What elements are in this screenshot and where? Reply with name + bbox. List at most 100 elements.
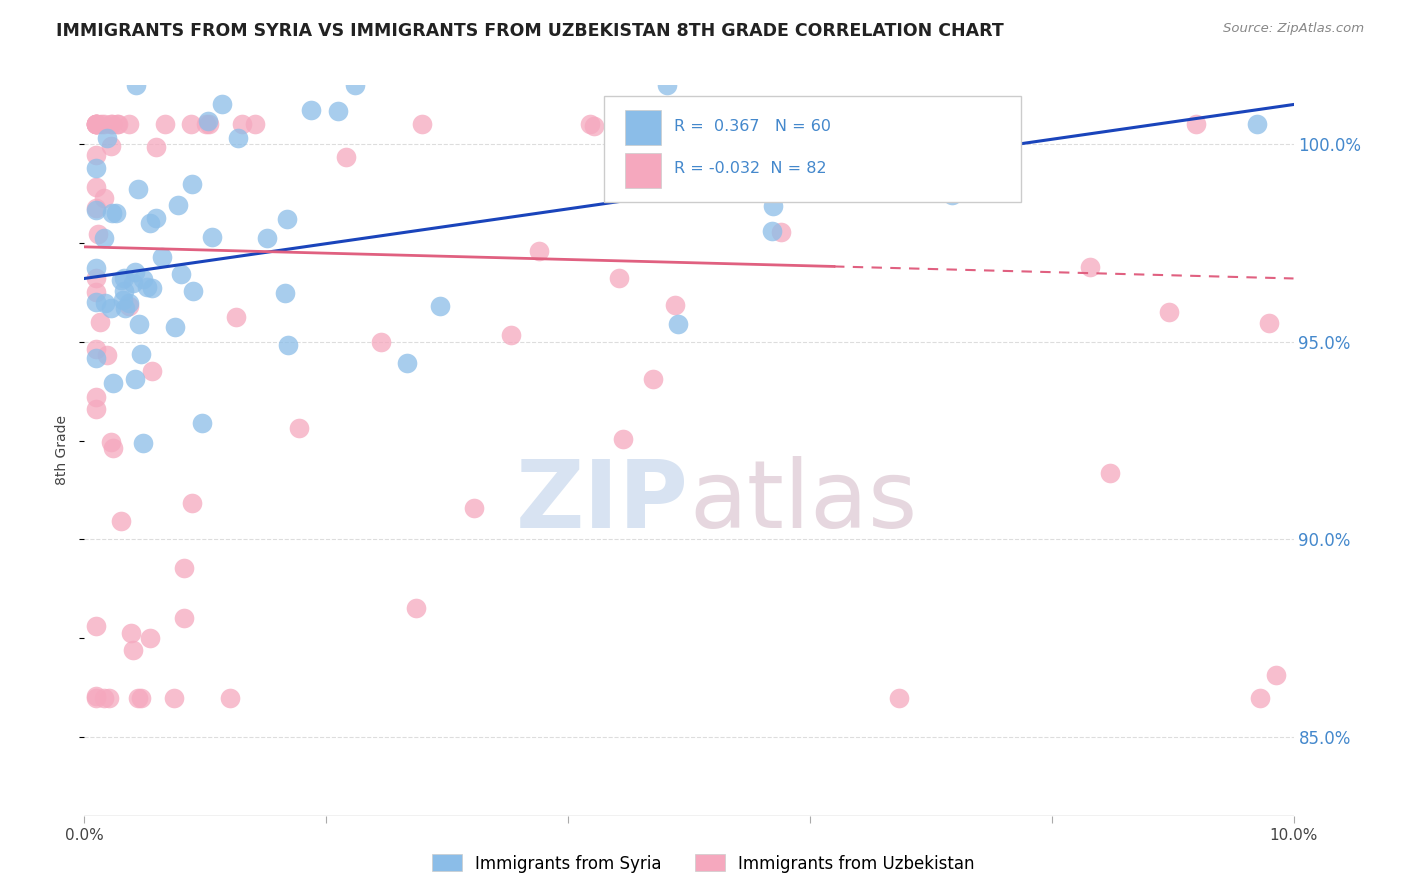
Point — [86, 179, 108, 194]
Point — [583, 119, 606, 133]
Point — [86, 619, 108, 633]
Point — [127, 690, 149, 705]
Point — [197, 114, 219, 128]
Point — [169, 267, 191, 281]
Point — [86, 391, 108, 405]
Text: R = -0.032  N = 82: R = -0.032 N = 82 — [675, 161, 827, 177]
Point — [141, 281, 163, 295]
Text: IMMIGRANTS FROM SYRIA VS IMMIGRANTS FROM UZBEKISTAN 8TH GRADE CORRELATION CHART: IMMIGRANTS FROM SYRIA VS IMMIGRANTS FROM… — [56, 22, 1004, 40]
Point — [93, 190, 115, 204]
Point — [612, 432, 634, 446]
Point — [762, 199, 785, 213]
Point — [110, 273, 132, 287]
Point — [153, 117, 176, 131]
Point — [93, 117, 115, 131]
Point — [429, 299, 451, 313]
Point — [86, 117, 108, 131]
Point — [139, 216, 162, 230]
Point — [86, 147, 108, 161]
Point — [86, 271, 108, 285]
Point — [1157, 304, 1180, 318]
Point — [655, 78, 678, 92]
Point — [97, 690, 120, 705]
Point — [756, 117, 779, 131]
FancyBboxPatch shape — [605, 95, 1022, 202]
Text: Source: ZipAtlas.com: Source: ZipAtlas.com — [1223, 22, 1364, 36]
Text: atlas: atlas — [689, 456, 917, 548]
Text: ZIP: ZIP — [516, 456, 689, 548]
Point — [288, 421, 311, 435]
Point — [370, 335, 392, 350]
Point — [664, 151, 686, 165]
Point — [86, 202, 108, 217]
Point — [180, 117, 202, 131]
Point — [666, 318, 689, 332]
Point — [180, 496, 202, 510]
Point — [96, 131, 118, 145]
Point — [243, 117, 266, 131]
Point — [887, 690, 910, 705]
Point — [100, 301, 122, 316]
Point — [86, 201, 108, 215]
Point — [101, 117, 124, 131]
Point — [411, 117, 433, 131]
Point — [101, 442, 124, 456]
Point — [579, 117, 602, 131]
Point — [181, 284, 204, 298]
Point — [86, 689, 108, 703]
Point — [643, 372, 665, 386]
Point — [163, 319, 186, 334]
Point — [132, 436, 155, 450]
Point — [96, 348, 118, 362]
Bar — [624, 111, 661, 145]
Point — [136, 280, 159, 294]
Point — [100, 139, 122, 153]
Point — [86, 295, 108, 310]
Y-axis label: 8th Grade: 8th Grade — [55, 416, 69, 485]
Point — [1098, 466, 1121, 480]
Point — [100, 434, 122, 449]
Point — [527, 244, 550, 258]
Point — [107, 117, 129, 131]
Point — [86, 690, 108, 705]
Point — [101, 376, 124, 390]
Point — [114, 301, 136, 315]
Point — [86, 342, 108, 356]
Point — [86, 117, 108, 131]
Point — [129, 690, 152, 705]
Point — [1265, 668, 1288, 682]
Point — [299, 103, 322, 117]
Point — [396, 355, 419, 369]
Point — [118, 299, 141, 313]
Point — [124, 371, 146, 385]
Point — [150, 251, 173, 265]
Point — [769, 225, 792, 239]
Point — [131, 347, 153, 361]
Point — [998, 117, 1021, 131]
Point — [277, 337, 299, 351]
Point — [211, 97, 233, 112]
Point — [93, 231, 115, 245]
Point — [1078, 260, 1101, 274]
Point — [173, 561, 195, 575]
Point — [86, 351, 108, 365]
Point — [93, 690, 115, 705]
Point — [231, 117, 253, 131]
Point — [127, 182, 149, 196]
Point — [1258, 316, 1281, 330]
Point — [1185, 117, 1208, 131]
Point — [86, 117, 108, 131]
Point — [100, 117, 122, 131]
Point — [128, 318, 150, 332]
Point — [609, 270, 631, 285]
Point — [121, 643, 143, 657]
Point — [86, 260, 108, 275]
Point — [105, 206, 128, 220]
Point — [219, 690, 242, 705]
Legend: Immigrants from Syria, Immigrants from Uzbekistan: Immigrants from Syria, Immigrants from U… — [425, 847, 981, 880]
Point — [90, 117, 112, 131]
Point — [1246, 117, 1268, 131]
Point — [817, 117, 839, 131]
Bar — [624, 153, 661, 188]
Point — [89, 315, 111, 329]
